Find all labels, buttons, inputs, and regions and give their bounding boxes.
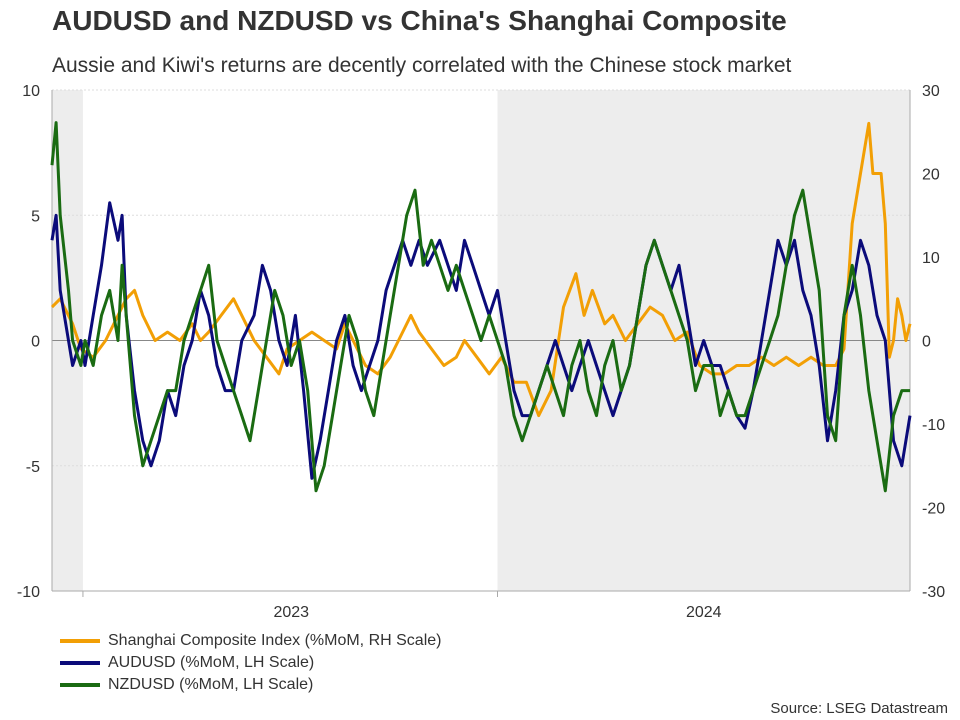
left-tick-label: 5	[31, 208, 40, 225]
right-tick-label: 30	[922, 83, 940, 100]
source-note: Source: LSEG Datastream	[770, 700, 948, 717]
chart-subtitle: Aussie and Kiwi's returns are decently c…	[52, 54, 792, 77]
legend-item-shanghai: Shanghai Composite Index (%MoM, RH Scale…	[60, 630, 441, 652]
series-line-audusd	[50, 201, 912, 480]
legend-swatch-shanghai	[60, 639, 100, 643]
legend-swatch-audusd	[60, 661, 100, 665]
right-tick-label: -10	[922, 417, 945, 434]
legend-label-shanghai: Shanghai Composite Index (%MoM, RH Scale…	[108, 632, 442, 649]
chart-title: AUDUSD and NZDUSD vs China's Shanghai Co…	[52, 5, 787, 36]
left-tick-label: -10	[17, 584, 40, 601]
x-tick-label: 2023	[273, 604, 309, 621]
tick-labels: 10 5 0 -5 -10 30 20 10 0 -10 -20 -30 2023 2024	[17, 83, 945, 621]
legend: Shanghai Composite Index (%MoM, RH Scale…	[60, 630, 441, 696]
legend-item-nzdusd: NZDUSD (%MoM, LH Scale)	[60, 674, 441, 696]
legend-item-audusd: AUDUSD (%MoM, LH Scale)	[60, 652, 441, 674]
right-tick-label: 20	[922, 167, 940, 184]
left-tick-label: -5	[26, 459, 40, 476]
right-tick-label: 10	[922, 250, 940, 267]
series-line-nzdusd	[50, 121, 910, 493]
right-tick-label: -20	[922, 501, 945, 518]
right-tick-label: -30	[922, 584, 945, 601]
left-tick-label: 0	[31, 334, 40, 351]
left-tick-label: 10	[22, 83, 40, 100]
legend-label-nzdusd: NZDUSD (%MoM, LH Scale)	[108, 676, 314, 693]
x-tick-label: 2024	[686, 604, 722, 621]
legend-swatch-nzdusd	[60, 683, 100, 687]
right-tick-label: 0	[922, 334, 931, 351]
series-lines	[50, 121, 912, 493]
legend-label-audusd: AUDUSD (%MoM, LH Scale)	[108, 654, 315, 671]
